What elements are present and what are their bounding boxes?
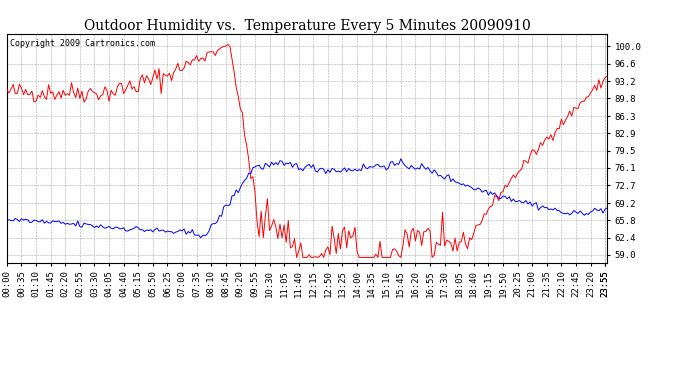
- Text: Copyright 2009 Cartronics.com: Copyright 2009 Cartronics.com: [10, 39, 155, 48]
- Title: Outdoor Humidity vs.  Temperature Every 5 Minutes 20090910: Outdoor Humidity vs. Temperature Every 5…: [83, 19, 531, 33]
